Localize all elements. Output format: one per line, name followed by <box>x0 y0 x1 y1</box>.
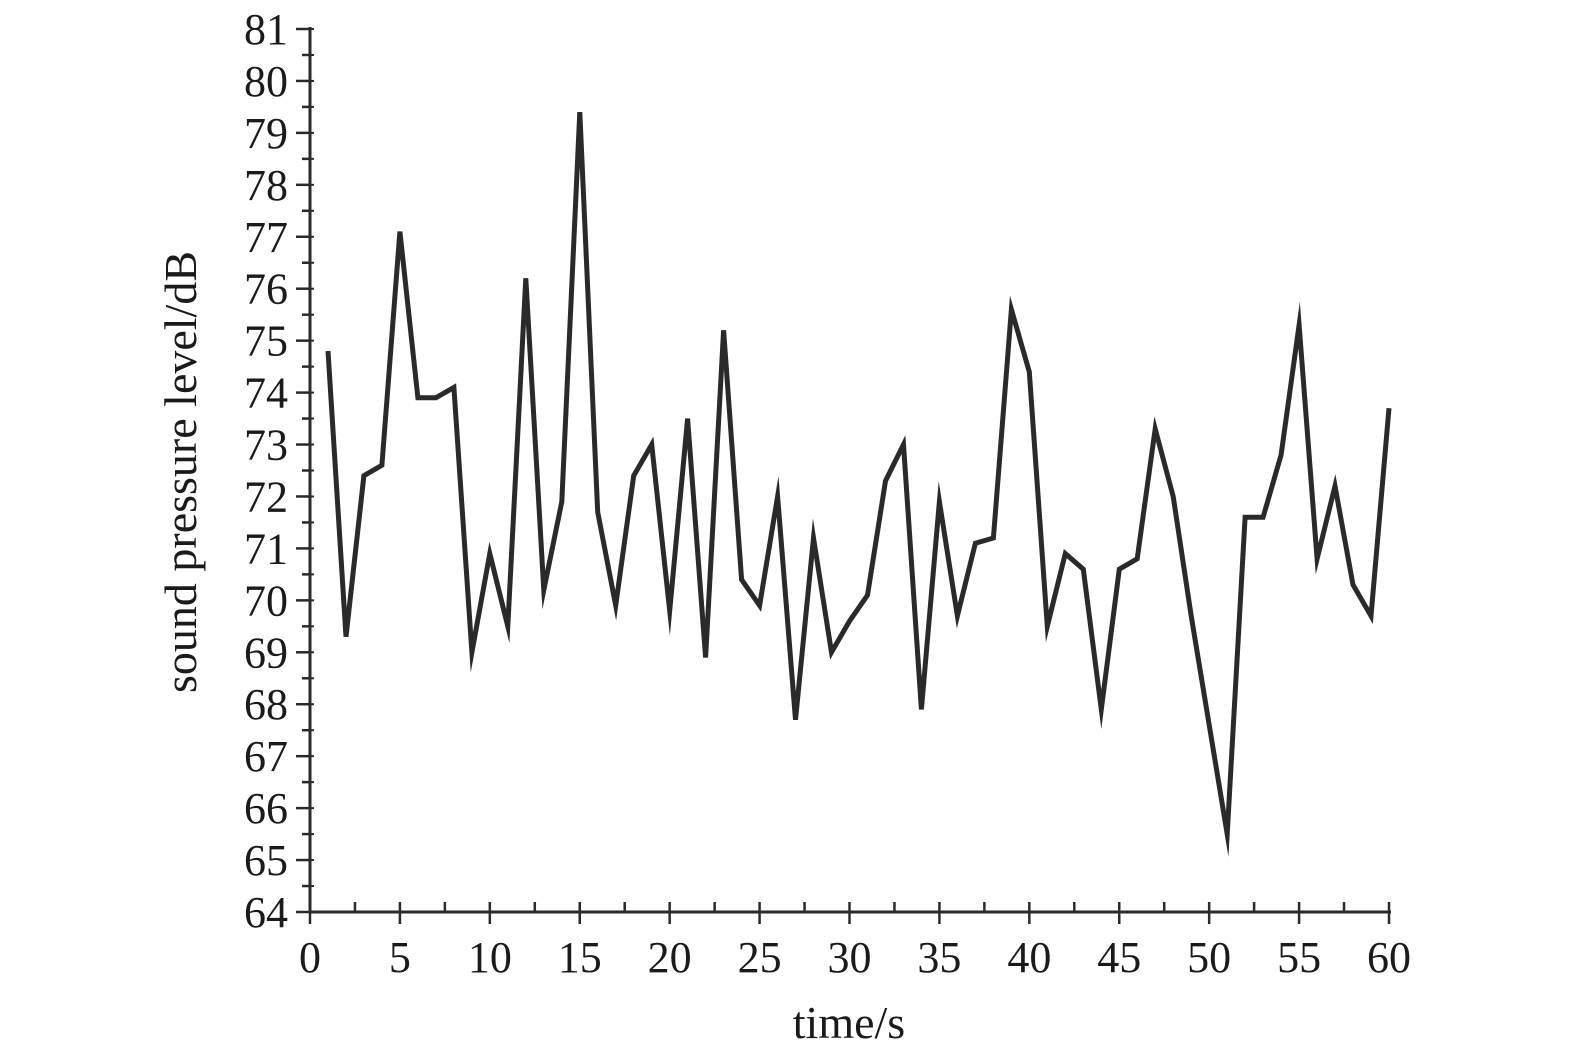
y-tick-label: 81 <box>244 5 288 54</box>
y-tick-label: 64 <box>244 888 288 937</box>
y-tick-label: 67 <box>244 732 288 781</box>
x-tick-label: 40 <box>1007 933 1051 982</box>
y-tick-label: 72 <box>244 472 288 521</box>
series-line <box>325 111 1392 857</box>
y-tick-label: 69 <box>244 628 288 677</box>
x-tick-label: 25 <box>738 933 782 982</box>
ticks <box>296 27 1391 924</box>
x-tick-label: 20 <box>648 933 692 982</box>
x-tick-label: 15 <box>558 933 602 982</box>
y-tick-label: 75 <box>244 317 288 366</box>
x-tick-label: 0 <box>299 933 321 982</box>
x-tick-label: 55 <box>1277 933 1321 982</box>
y-tick-label: 80 <box>244 57 288 106</box>
x-tick-label: 45 <box>1097 933 1141 982</box>
y-tick-label: 66 <box>244 784 288 833</box>
y-tick-label: 65 <box>244 836 288 885</box>
x-tick-labels: 0 5 10 15 20 25 30 35 40 45 50 55 60 <box>299 933 1411 982</box>
x-tick-label: 50 <box>1187 933 1231 982</box>
y-tick-label: 77 <box>244 213 288 262</box>
x-axis-title: time/s <box>793 997 905 1048</box>
x-tick-label: 60 <box>1367 933 1411 982</box>
y-tick-label: 70 <box>244 576 288 625</box>
x-tick-label: 30 <box>828 933 872 982</box>
y-tick-label: 68 <box>244 680 288 729</box>
y-tick-label: 71 <box>244 524 288 573</box>
y-tick-label: 73 <box>244 421 288 470</box>
y-tick-label: 79 <box>244 109 288 158</box>
x-tick-label: 5 <box>389 933 411 982</box>
y-tick-label: 78 <box>244 161 288 210</box>
y-tick-label: 74 <box>244 369 288 418</box>
x-tick-label: 10 <box>468 933 512 982</box>
y-axis-title: sound pressure level/dB <box>155 251 206 693</box>
y-tick-label: 76 <box>244 265 288 314</box>
x-tick-label: 35 <box>917 933 961 982</box>
